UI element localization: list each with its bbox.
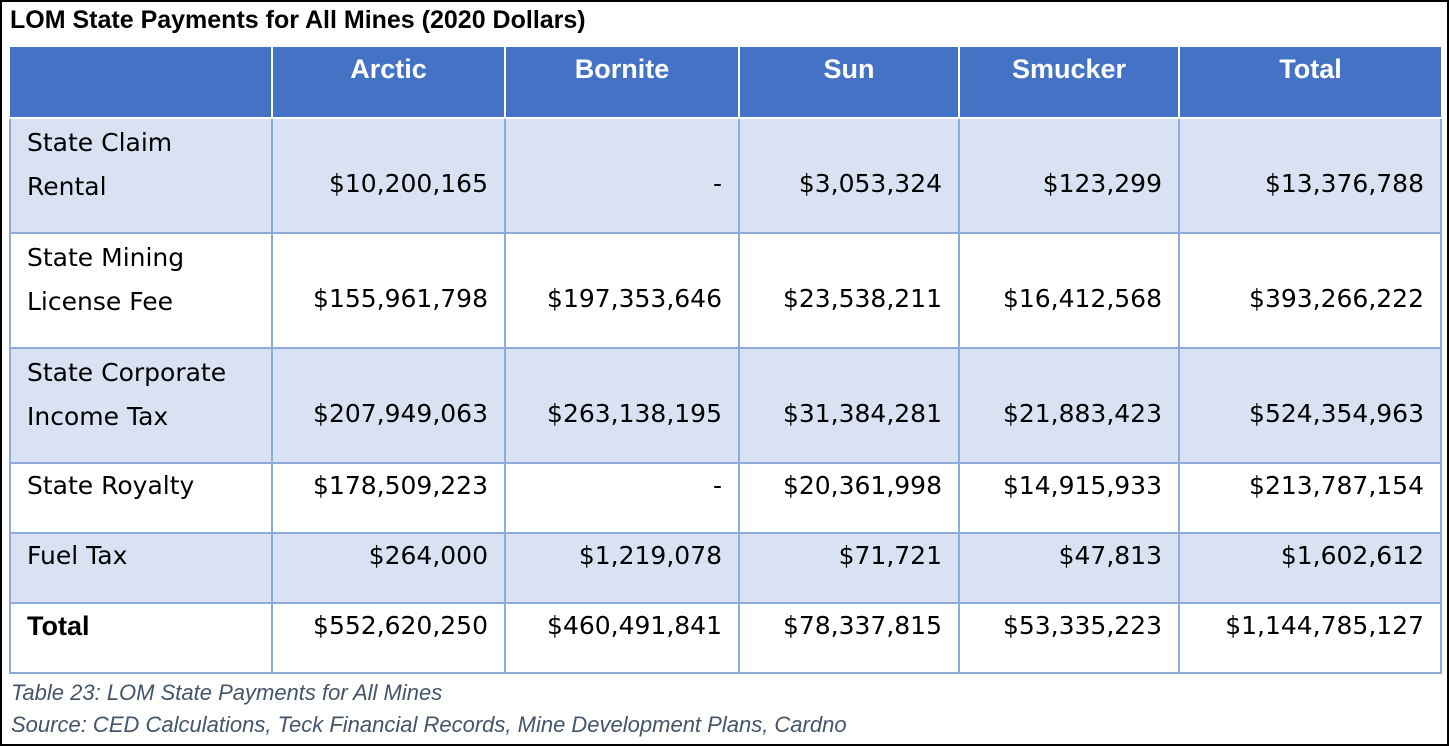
cell-sun: $20,361,998 [738, 462, 960, 534]
cell-sun: $78,337,815 [738, 602, 960, 674]
cell-bornite: - [504, 462, 740, 534]
table-row-fuel-tax: Fuel Tax $264,000 $1,219,078 $71,721 $47… [9, 532, 1442, 604]
cell-smucker: $16,412,568 [958, 232, 1180, 349]
cell-bornite: - [504, 117, 740, 234]
cell-smucker: $21,883,423 [958, 347, 1180, 464]
cell-total: $1,602,612 [1178, 532, 1442, 604]
cell-total: $13,376,788 [1178, 117, 1442, 234]
cell-smucker: $53,335,223 [958, 602, 1180, 674]
header-cell-empty [10, 47, 273, 119]
cell-arctic: $264,000 [271, 532, 506, 604]
cell-sun: $3,053,324 [738, 117, 960, 234]
cell-arctic: $10,200,165 [271, 117, 506, 234]
cell-total: $524,354,963 [1178, 347, 1442, 464]
table-source: Source: CED Calculations, Teck Financial… [11, 712, 847, 737]
cell-bornite: $263,138,195 [504, 347, 740, 464]
header-cell-sun: Sun [738, 47, 960, 119]
cell-total: $213,787,154 [1178, 462, 1442, 534]
table-row-state-claim-rental: State Claim Rental $10,200,165 - $3,053,3… [9, 117, 1442, 234]
row-label: State Mining License Fee [9, 232, 273, 349]
header-cell-smucker: Smucker [958, 47, 1180, 119]
row-label-line1: State Corporate [27, 358, 227, 387]
cell-arctic: $155,961,798 [271, 232, 506, 349]
row-label-total: Total [9, 602, 273, 674]
row-label-line1: State Claim [27, 128, 173, 157]
table-row-state-mining-license-fee: State Mining License Fee $155,961,798 $19… [9, 232, 1442, 349]
cell-sun: $71,721 [738, 532, 960, 604]
row-label-line2: Income Tax [27, 402, 169, 431]
table-row-state-corporate-income-tax: State Corporate Income Tax $207,949,063 $… [9, 347, 1442, 464]
cell-bornite: $460,491,841 [504, 602, 740, 674]
table-row-total: Total $552,620,250 $460,491,841 $78,337,… [9, 602, 1442, 674]
cell-total: $393,266,222 [1178, 232, 1442, 349]
cell-arctic: $552,620,250 [271, 602, 506, 674]
cell-total: $1,144,785,127 [1178, 602, 1442, 674]
header-cell-bornite: Bornite [504, 47, 740, 119]
cell-arctic: $178,509,223 [271, 462, 506, 534]
cell-smucker: $14,915,933 [958, 462, 1180, 534]
state-payments-table: Arctic Bornite Sun Smucker Total State C… [9, 47, 1442, 674]
header-row: Arctic Bornite Sun Smucker Total [10, 47, 1441, 119]
row-label-line2: License Fee [27, 287, 173, 316]
row-label-line1: State Mining [27, 243, 185, 272]
cell-smucker: $123,299 [958, 117, 1180, 234]
cell-arctic: $207,949,063 [271, 347, 506, 464]
header-cell-total: Total [1178, 47, 1441, 119]
cell-sun: $31,384,281 [738, 347, 960, 464]
table-caption: Table 23: LOM State Payments for All Min… [11, 680, 443, 705]
row-label: State Corporate Income Tax [9, 347, 273, 464]
cell-sun: $23,538,211 [738, 232, 960, 349]
row-label-line2: Rental [27, 172, 107, 201]
header-cell-arctic: Arctic [271, 47, 506, 119]
page-title: LOM State Payments for All Mines (2020 D… [10, 6, 586, 34]
row-label: State Royalty [9, 462, 273, 534]
cell-bornite: $1,219,078 [504, 532, 740, 604]
cell-smucker: $47,813 [958, 532, 1180, 604]
cell-bornite: $197,353,646 [504, 232, 740, 349]
row-label: State Claim Rental [9, 117, 273, 234]
table-row-state-royalty: State Royalty $178,509,223 - $20,361,998… [9, 462, 1442, 534]
row-label: Fuel Tax [9, 532, 273, 604]
